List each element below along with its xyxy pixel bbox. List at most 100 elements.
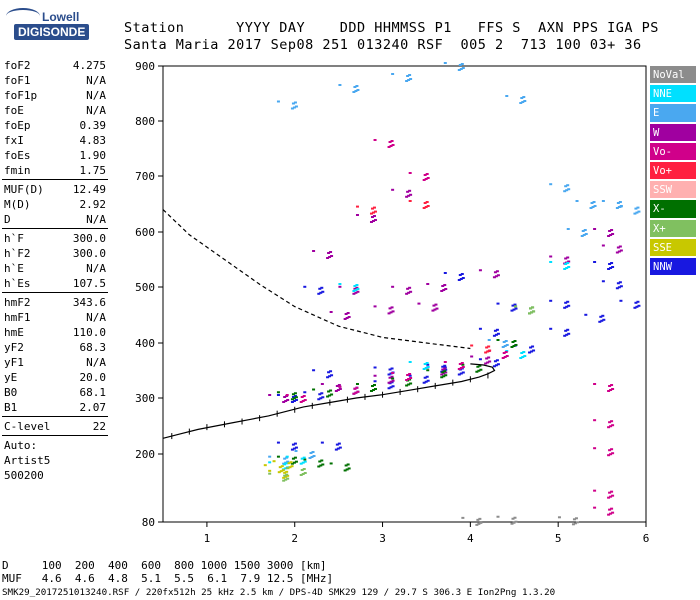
echo-pixel [476, 518, 480, 521]
echo-point [391, 285, 413, 295]
echo-pixel [328, 256, 332, 258]
echo-pixel [345, 468, 349, 471]
param-row: foEs 1.90 [2, 148, 108, 163]
echo-pixel [390, 140, 394, 142]
echo-point [276, 394, 298, 403]
echo-point [285, 467, 307, 476]
echo-point [391, 188, 413, 198]
echo-pixel [608, 421, 612, 424]
echo-point [276, 391, 298, 401]
echo-pixel [529, 346, 533, 349]
echo-pixel [475, 370, 479, 373]
legend-item-vo: Vo- [650, 142, 696, 162]
echo-pixel [334, 448, 338, 451]
param-value: 68.1 [79, 386, 107, 399]
legend-item-vo: Vo+ [650, 161, 696, 182]
echo-pixel [268, 461, 272, 464]
echo-pixel [312, 388, 316, 391]
echo-pixel [610, 448, 614, 451]
echo-point [408, 172, 430, 181]
echo-pixel [326, 395, 330, 398]
echo-pixel [425, 375, 429, 378]
param-key: hmF1 [4, 311, 31, 324]
echo-pixel [565, 267, 569, 269]
echo-pixel [285, 470, 289, 473]
echo-pixel [495, 270, 499, 273]
echo-point [593, 261, 615, 270]
param-separator [2, 416, 108, 417]
echo-pixel [387, 387, 391, 390]
echo-pixel [389, 145, 393, 147]
echo-point [496, 302, 518, 312]
param-row: foF2 4.275 [2, 58, 108, 73]
param-value: 343.6 [72, 296, 106, 309]
echo-pixel [319, 291, 323, 294]
echo-point [505, 95, 527, 104]
x-tick-label: 1 [204, 532, 211, 545]
logo-lowell-text: Lowell [42, 10, 80, 24]
echo-pixel [388, 368, 392, 371]
param-row: B0 68.1 [2, 385, 108, 400]
echo-pixel [514, 344, 518, 346]
footer-muf: MUF 4.6 4.6 4.8 5.1 5.5 6.1 7.9 12.5 [MH… [2, 572, 334, 585]
echo-point [294, 450, 316, 459]
echo-pixel [285, 394, 289, 396]
echo-point [575, 200, 597, 209]
echo-pixel [610, 507, 614, 510]
y-tick-label: 900 [135, 60, 155, 73]
echo-pixel [531, 306, 535, 309]
echo-point [478, 269, 500, 279]
echo-pixel [329, 251, 333, 253]
echo-pixel [389, 372, 393, 375]
echo-pixel [487, 356, 491, 359]
echo-pixel [294, 105, 298, 108]
echo-point [470, 355, 492, 365]
echo-pixel [522, 351, 526, 353]
echo-pixel [303, 399, 307, 401]
echo-pixel [611, 452, 615, 455]
echo-pixel [423, 363, 427, 365]
echo-pixel [268, 394, 272, 396]
echo-pixel [329, 311, 333, 313]
echo-pixel [492, 365, 496, 368]
echo-pixel [493, 329, 497, 332]
echo-point [408, 200, 430, 209]
echo-pixel [563, 306, 567, 309]
footer-file-info: SMK29_2017251013240.RSF / 220fx512h 25 k… [2, 587, 556, 598]
echo-pixel [292, 106, 296, 109]
echo-pixel [391, 372, 395, 374]
echo-pixel [318, 287, 322, 290]
echo-pixel [443, 367, 447, 370]
param-key: Auto: [4, 439, 38, 452]
echo-pixel [609, 495, 613, 498]
echo-pixel [371, 211, 375, 214]
echo-pixel [303, 285, 307, 288]
echo-pixel [290, 462, 294, 465]
echo-pixel [563, 334, 567, 337]
echo-pixel [317, 292, 321, 295]
echo-pixel [320, 392, 324, 395]
echo-pixel [422, 207, 426, 209]
echo-pixel [336, 389, 340, 391]
echo-pixel [423, 174, 427, 176]
echo-pixel [601, 244, 605, 247]
echo-pixel [335, 385, 339, 387]
param-key: M(D) [4, 198, 31, 211]
echo-pixel [589, 207, 593, 209]
echo-pixel [504, 351, 508, 353]
echo-pixel [408, 286, 412, 289]
param-row: h`F 300.0 [2, 231, 108, 246]
echo-pixel [571, 523, 575, 526]
echo-pixel [330, 374, 334, 377]
param-key: foF1p [4, 89, 38, 102]
echo-pixel [634, 207, 638, 210]
echo-pixel [567, 188, 571, 191]
echo-pixel [601, 280, 605, 283]
echo-pixel [293, 456, 297, 459]
echo-pixel [609, 234, 613, 236]
echo-pixel [478, 327, 482, 330]
echo-pixel [353, 287, 357, 290]
echo-pixel [615, 207, 619, 209]
echo-pixel [607, 496, 611, 499]
